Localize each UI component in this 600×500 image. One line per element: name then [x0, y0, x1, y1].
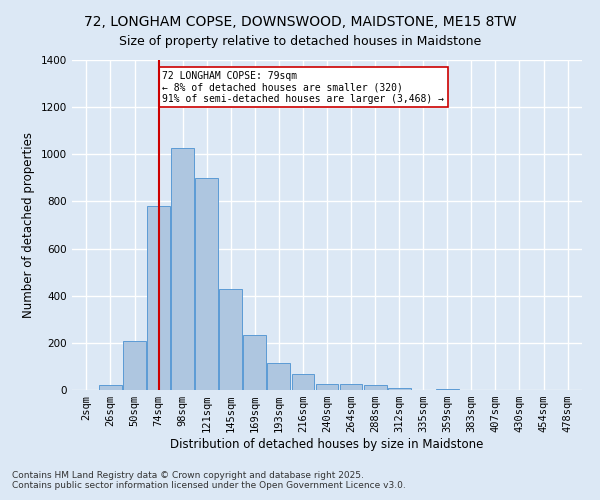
Bar [99, 386, 122, 390]
Bar [316, 384, 338, 390]
Text: 72 LONGHAM COPSE: 79sqm
← 8% of detached houses are smaller (320)
91% of semi-de: 72 LONGHAM COPSE: 79sqm ← 8% of detached… [162, 70, 444, 104]
Bar [123, 340, 146, 390]
Bar [364, 386, 386, 390]
Bar [220, 288, 242, 390]
Bar [292, 374, 314, 390]
Bar [147, 206, 170, 390]
X-axis label: Distribution of detached houses by size in Maidstone: Distribution of detached houses by size … [170, 438, 484, 451]
Bar [171, 148, 194, 390]
Bar [388, 388, 410, 390]
Y-axis label: Number of detached properties: Number of detached properties [22, 132, 35, 318]
Bar [268, 363, 290, 390]
Bar [244, 334, 266, 390]
Text: Contains HM Land Registry data © Crown copyright and database right 2025.
Contai: Contains HM Land Registry data © Crown c… [12, 470, 406, 490]
Bar [340, 384, 362, 390]
Text: Size of property relative to detached houses in Maidstone: Size of property relative to detached ho… [119, 35, 481, 48]
Bar [195, 178, 218, 390]
Bar [436, 389, 459, 390]
Text: 72, LONGHAM COPSE, DOWNSWOOD, MAIDSTONE, ME15 8TW: 72, LONGHAM COPSE, DOWNSWOOD, MAIDSTONE,… [83, 15, 517, 29]
